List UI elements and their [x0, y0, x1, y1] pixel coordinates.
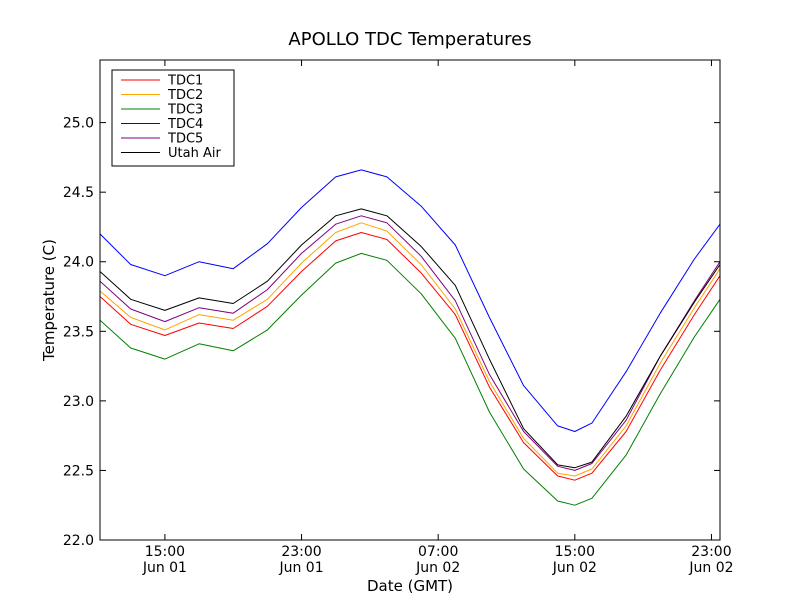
series-line-utah-air [100, 208, 720, 469]
x-tick-label-time: 23:00 [691, 544, 731, 560]
x-axis-label: Date (GMT) [367, 577, 453, 595]
y-axis-label: Temperature (C) [40, 239, 58, 362]
legend-label: TDC3 [167, 103, 203, 118]
legend-frame [111, 69, 235, 167]
x-tick-label-date: Jun 02 [415, 560, 460, 576]
legend-label: TDC4 [167, 117, 203, 132]
x-tick-label-date: Jun 02 [688, 560, 733, 576]
y-tick-label: 23.0 [63, 394, 94, 410]
chart-title: APOLLO TDC Temperatures [288, 29, 531, 50]
series-line-tdc4 [100, 169, 720, 432]
y-tick-label: 24.0 [63, 255, 94, 271]
y-tick-label: 22.5 [63, 463, 94, 479]
x-tick-label-time: 07:00 [418, 544, 458, 560]
y-tick-label: 23.5 [63, 324, 94, 340]
series-line-tdc1 [100, 232, 720, 481]
series-layer [100, 169, 720, 506]
x-tick-label-time: 15:00 [555, 544, 595, 560]
legend-label: TDC2 [167, 88, 203, 103]
x-tick-label-time: 23:00 [281, 544, 321, 560]
legend-label: TDC5 [167, 132, 203, 147]
legend-label: TDC1 [167, 74, 203, 89]
x-tick-label-date: Jun 02 [552, 560, 597, 576]
series-line-tdc3 [100, 252, 720, 506]
x-tick-label-date: Jun 01 [142, 560, 187, 576]
x-tick-label-date: Jun 01 [278, 560, 323, 576]
y-tick-label: 22.0 [63, 533, 94, 549]
x-tick-label-time: 15:00 [145, 544, 185, 560]
plot-frame [99, 59, 721, 541]
y-tick-label: 24.5 [63, 185, 94, 201]
series-line-tdc2 [100, 222, 720, 477]
series-line-tdc5 [100, 215, 720, 471]
y-tick-label: 25.0 [63, 116, 94, 132]
legend-label: Utah Air [168, 146, 221, 161]
